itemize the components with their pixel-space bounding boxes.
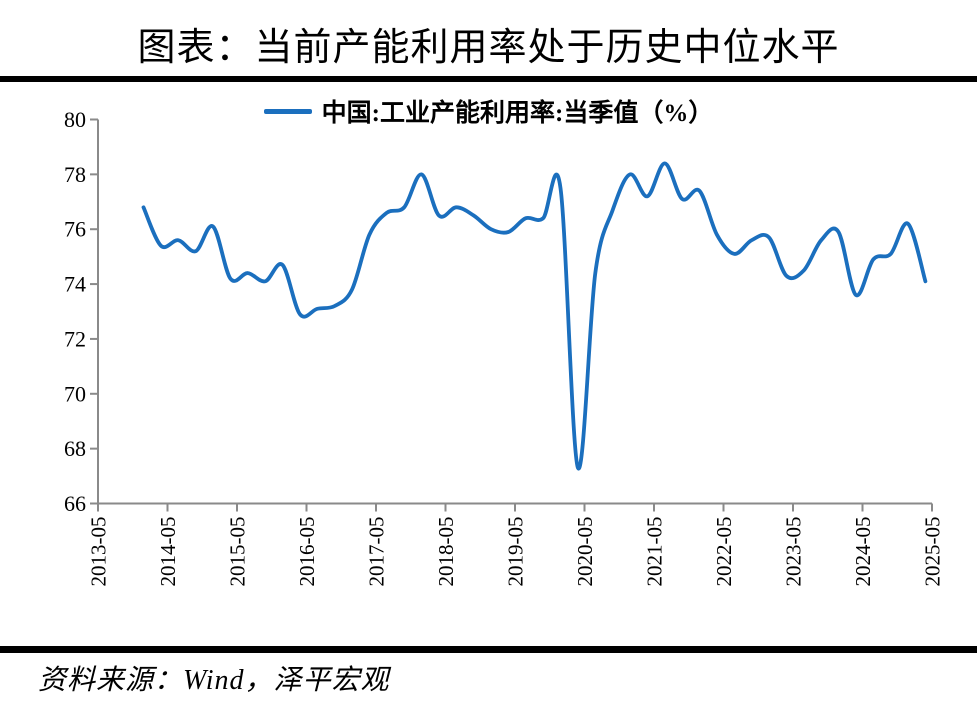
y-tick-label: 70 <box>64 381 86 406</box>
legend-label: 中国:工业产能利用率:当季值（%） <box>321 100 714 127</box>
x-tick-label: 2014-05 <box>156 517 180 587</box>
y-tick-label: 68 <box>64 436 86 461</box>
y-tick-label: 66 <box>64 491 86 516</box>
y-tick-label: 72 <box>64 326 86 351</box>
series-line <box>141 161 928 471</box>
y-tick-label: 80 <box>64 107 86 132</box>
axis-line <box>97 119 932 505</box>
source-note: 资料来源：Wind，泽平宏观 <box>38 665 390 696</box>
x-tick-label: 2018-05 <box>434 517 458 587</box>
x-tick-label: 2016-05 <box>295 517 319 587</box>
y-tick-label: 74 <box>64 272 86 297</box>
x-tick-label: 2015-05 <box>226 517 250 587</box>
capacity-utilization-chart: 66 68 70 72 74 76 78 80 2013-05 2014-05 2015-05 201… <box>64 107 945 587</box>
x-tick-label: 2024-05 <box>851 517 875 587</box>
y-tick-label: 76 <box>64 217 86 242</box>
x-tick-label: 2025-05 <box>921 517 945 587</box>
top-divider <box>0 76 977 82</box>
y-tick-label: 78 <box>64 162 86 187</box>
x-tick-label: 2023-05 <box>782 517 806 587</box>
page-title: 图表：当前产能利用率处于历史中位水平 <box>137 27 840 69</box>
x-tick-label: 2017-05 <box>365 517 389 587</box>
x-tick-label: 2019-05 <box>504 517 528 587</box>
x-tick-label: 2021-05 <box>643 517 667 587</box>
x-tick-label: 2022-05 <box>712 517 736 587</box>
x-tick-label: 2013-05 <box>87 517 111 587</box>
legend-line-swatch <box>263 108 312 114</box>
bottom-divider <box>0 646 977 653</box>
x-tick-label: 2020-05 <box>573 517 597 587</box>
legend: 中国:工业产能利用率:当季值（%） <box>0 93 977 129</box>
